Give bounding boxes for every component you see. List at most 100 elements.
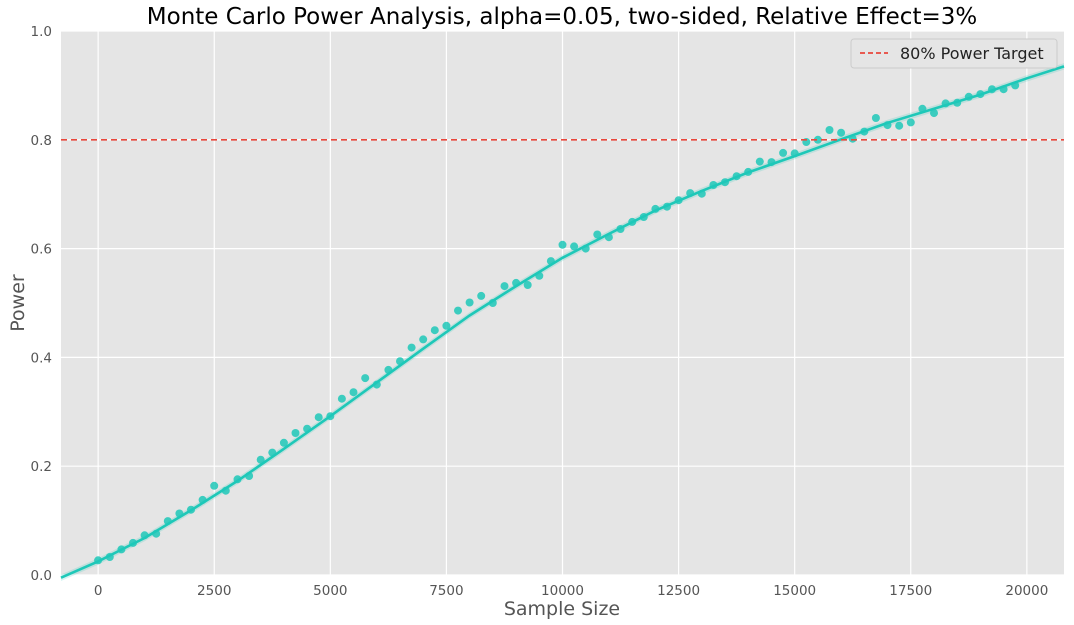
x-tick-label: 5000 — [313, 583, 347, 599]
data-point — [488, 299, 497, 307]
data-point — [558, 240, 567, 249]
data-point — [639, 213, 648, 221]
data-point — [500, 282, 509, 291]
data-point — [512, 278, 521, 287]
data-point — [454, 306, 462, 315]
data-point — [396, 357, 404, 366]
y-tick-label: 0.0 — [31, 568, 52, 584]
data-point — [860, 127, 869, 136]
data-point — [105, 553, 114, 561]
data-point — [593, 230, 602, 239]
data-point — [570, 242, 579, 251]
data-point — [790, 149, 799, 158]
data-point — [129, 538, 137, 547]
data-point — [663, 202, 671, 211]
data-point — [152, 529, 161, 538]
y-axis-label: Power — [7, 274, 29, 332]
data-point — [674, 196, 683, 205]
data-point — [198, 495, 207, 504]
y-ticks: 0.0 0.2 0.4 0.6 0.8 1.0 — [31, 24, 52, 584]
data-point — [314, 413, 323, 422]
data-point — [697, 189, 706, 198]
legend: 80% Power Target — [850, 38, 1058, 69]
data-point — [245, 472, 254, 480]
data-point — [372, 380, 381, 389]
legend-label: 80% Power Target — [900, 44, 1044, 63]
data-point — [303, 424, 312, 433]
data-point — [546, 257, 555, 266]
data-point — [767, 158, 776, 167]
x-tick-label: 2500 — [197, 583, 231, 599]
x-tick-label: 12500 — [657, 583, 700, 599]
data-point — [988, 85, 996, 94]
data-point — [163, 517, 172, 526]
data-point — [1011, 81, 1020, 90]
data-point — [918, 104, 927, 113]
data-point — [779, 148, 788, 157]
y-tick-label: 0.2 — [31, 459, 52, 475]
x-tick-label: 20000 — [1005, 583, 1048, 599]
data-point — [407, 343, 416, 352]
x-axis-label: Sample Size — [504, 598, 620, 620]
data-point — [871, 114, 880, 122]
x-tick-label: 7500 — [429, 583, 463, 599]
data-point — [477, 291, 486, 300]
data-point — [709, 181, 718, 189]
y-tick-label: 0.6 — [31, 242, 52, 258]
data-point — [210, 481, 219, 490]
data-point — [94, 556, 103, 565]
x-tick-label: 10000 — [541, 583, 584, 599]
data-point — [906, 118, 915, 127]
data-point — [256, 455, 265, 464]
x-tick-label: 17500 — [889, 583, 932, 599]
data-point — [187, 505, 195, 514]
data-point — [465, 298, 474, 307]
data-point — [523, 281, 532, 289]
y-tick-label: 1.0 — [31, 24, 52, 40]
data-point — [535, 271, 544, 280]
data-point — [140, 531, 149, 540]
data-point — [941, 99, 950, 108]
y-tick-label: 0.8 — [31, 133, 52, 149]
x-tick-label: 0 — [94, 583, 103, 599]
data-point — [326, 412, 335, 421]
data-point — [686, 189, 695, 198]
data-point — [291, 429, 300, 437]
x-tick-label: 15000 — [773, 583, 816, 599]
data-point — [837, 128, 846, 137]
data-point — [999, 85, 1008, 94]
data-point — [279, 438, 288, 447]
data-point — [419, 335, 428, 344]
data-point — [895, 121, 904, 130]
data-point — [848, 134, 857, 143]
data-point — [361, 374, 370, 383]
data-point — [755, 157, 764, 166]
y-tick-label: 0.4 — [31, 350, 52, 366]
data-point — [744, 167, 753, 176]
data-point — [930, 109, 938, 118]
data-point — [268, 448, 277, 457]
data-point — [581, 244, 590, 253]
data-point — [883, 121, 892, 130]
chart-title: Monte Carlo Power Analysis, alpha=0.05, … — [147, 4, 977, 30]
data-point — [233, 475, 242, 484]
data-point — [616, 225, 625, 233]
data-point — [964, 92, 973, 101]
legend-box — [850, 38, 1058, 69]
data-point — [976, 90, 985, 99]
data-point — [651, 204, 660, 213]
data-point — [813, 135, 822, 144]
data-point — [442, 321, 451, 330]
data-point — [337, 394, 346, 403]
points-layer — [94, 81, 1020, 565]
data-point — [604, 233, 613, 242]
x-ticks: 0 2500 5000 7500 10000 12500 15000 17500 20000 — [94, 583, 1048, 599]
data-point — [349, 388, 358, 397]
data-point — [175, 509, 184, 518]
data-point — [384, 365, 393, 374]
data-point — [430, 326, 439, 335]
data-point — [117, 545, 126, 554]
data-point — [953, 98, 962, 107]
data-point — [628, 217, 637, 226]
